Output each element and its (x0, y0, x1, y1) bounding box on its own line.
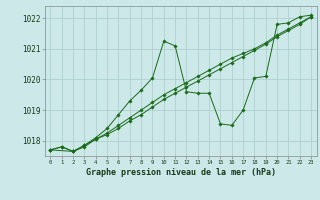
X-axis label: Graphe pression niveau de la mer (hPa): Graphe pression niveau de la mer (hPa) (86, 168, 276, 177)
